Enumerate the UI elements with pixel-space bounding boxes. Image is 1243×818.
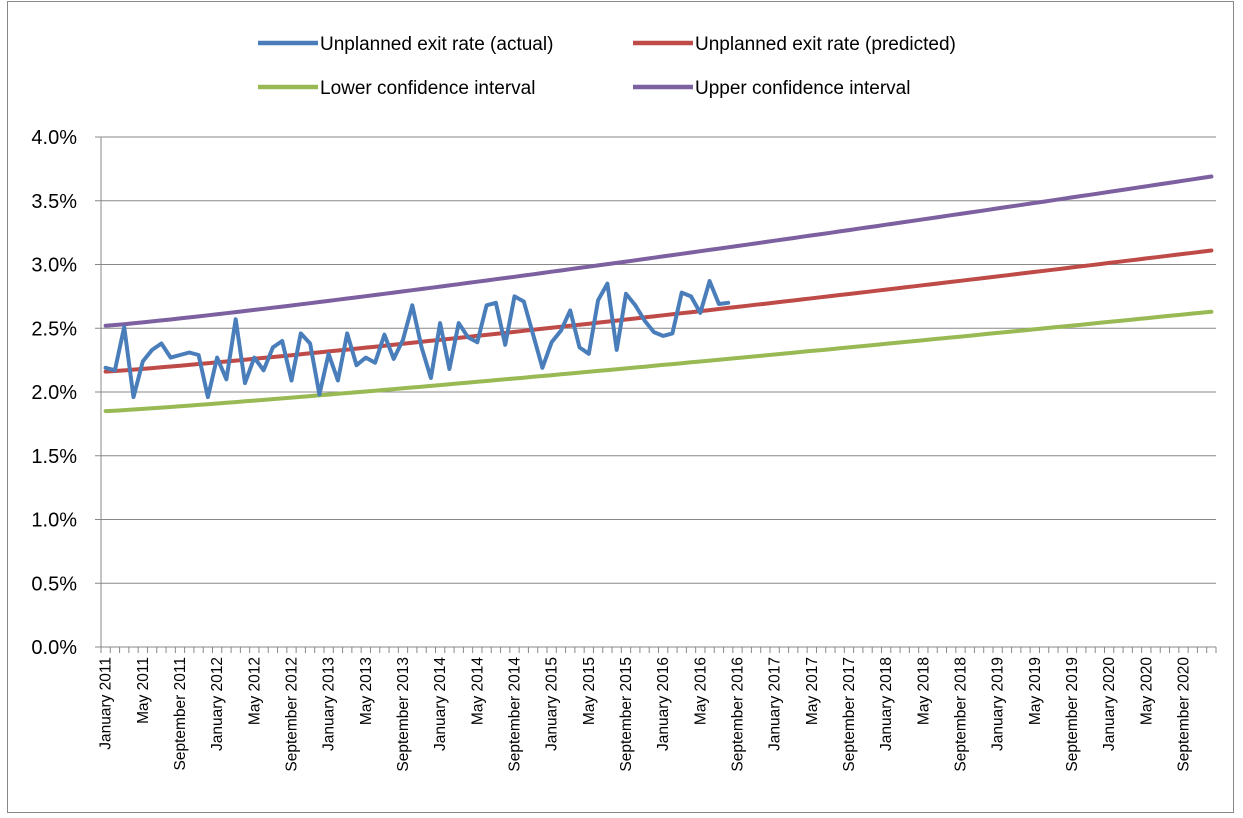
x-tick-label: May 2017 xyxy=(804,657,821,725)
x-tick-label: January 2012 xyxy=(209,657,226,751)
y-tick-label: 2.0% xyxy=(31,382,77,404)
y-tick-label: 2.5% xyxy=(31,318,77,340)
axes: 0.0% 0.5% 1.0% 1.5% 2.0% 2.5% 3.0% 3.5% 4.0% Janu… xyxy=(31,127,1217,772)
y-tick-label: 4.0% xyxy=(31,127,77,149)
x-tick-label: September 2012 xyxy=(283,657,300,772)
series-line-3 xyxy=(103,309,1214,414)
x-tick-label: September 2017 xyxy=(841,657,858,772)
series-line-4 xyxy=(103,174,1214,328)
y-tick-label: 3.0% xyxy=(31,255,77,277)
x-tick-label: May 2012 xyxy=(246,657,263,725)
legend-label: Unplanned exit rate (predicted) xyxy=(695,34,956,55)
y-tick-label: 3.5% xyxy=(31,191,77,213)
y-tick-label: 1.5% xyxy=(31,446,77,468)
x-tick-label: May 2013 xyxy=(358,657,375,725)
x-tick-label: September 2011 xyxy=(172,657,189,770)
x-tick-label: May 2014 xyxy=(469,657,486,725)
legend-label: Lower confidence interval xyxy=(320,78,535,99)
gridlines xyxy=(101,136,1216,584)
x-tick-label: January 2018 xyxy=(878,657,895,751)
y-tick-label: 0.0% xyxy=(31,637,77,659)
x-tick-label: May 2019 xyxy=(1027,657,1044,725)
x-tick-label: September 2019 xyxy=(1064,657,1081,772)
x-tick-label: September 2016 xyxy=(729,657,746,772)
x-tick-label: May 2018 xyxy=(915,657,932,725)
x-tick-label: September 2014 xyxy=(506,657,523,772)
legend-label: Unplanned exit rate (actual) xyxy=(320,34,553,55)
chart-frame xyxy=(7,1,1234,813)
x-tick-label: May 2020 xyxy=(1138,657,1155,725)
series-line-2 xyxy=(103,248,1214,374)
x-tick-label: January 2015 xyxy=(544,657,561,751)
x-tick-label: May 2016 xyxy=(692,657,709,725)
y-tick-label: 1.0% xyxy=(31,510,77,532)
x-tick-label: September 2020 xyxy=(1175,657,1192,772)
x-tick-label: January 2019 xyxy=(990,657,1007,751)
y-tick-label: 0.5% xyxy=(31,573,77,595)
x-tick-label: January 2011 xyxy=(98,657,115,750)
x-tick-label: May 2011 xyxy=(135,657,152,724)
x-tick-label: January 2017 xyxy=(767,657,784,751)
x-tick-label: September 2018 xyxy=(952,657,969,772)
x-tick-label: January 2016 xyxy=(655,657,672,751)
x-tick-label: January 2014 xyxy=(432,657,449,751)
legend-label: Upper confidence interval xyxy=(695,78,910,99)
legend: Unplanned exit rate (actual) Unplanned ex… xyxy=(258,34,956,99)
x-tick-label: September 2013 xyxy=(395,657,412,772)
series-line-1 xyxy=(103,279,731,400)
x-tick-label: January 2020 xyxy=(1101,657,1118,751)
x-tick-label: September 2015 xyxy=(618,657,635,772)
series-lines xyxy=(103,174,1214,414)
x-tick-label: January 2013 xyxy=(321,657,338,751)
x-tick-label: May 2015 xyxy=(581,657,598,725)
